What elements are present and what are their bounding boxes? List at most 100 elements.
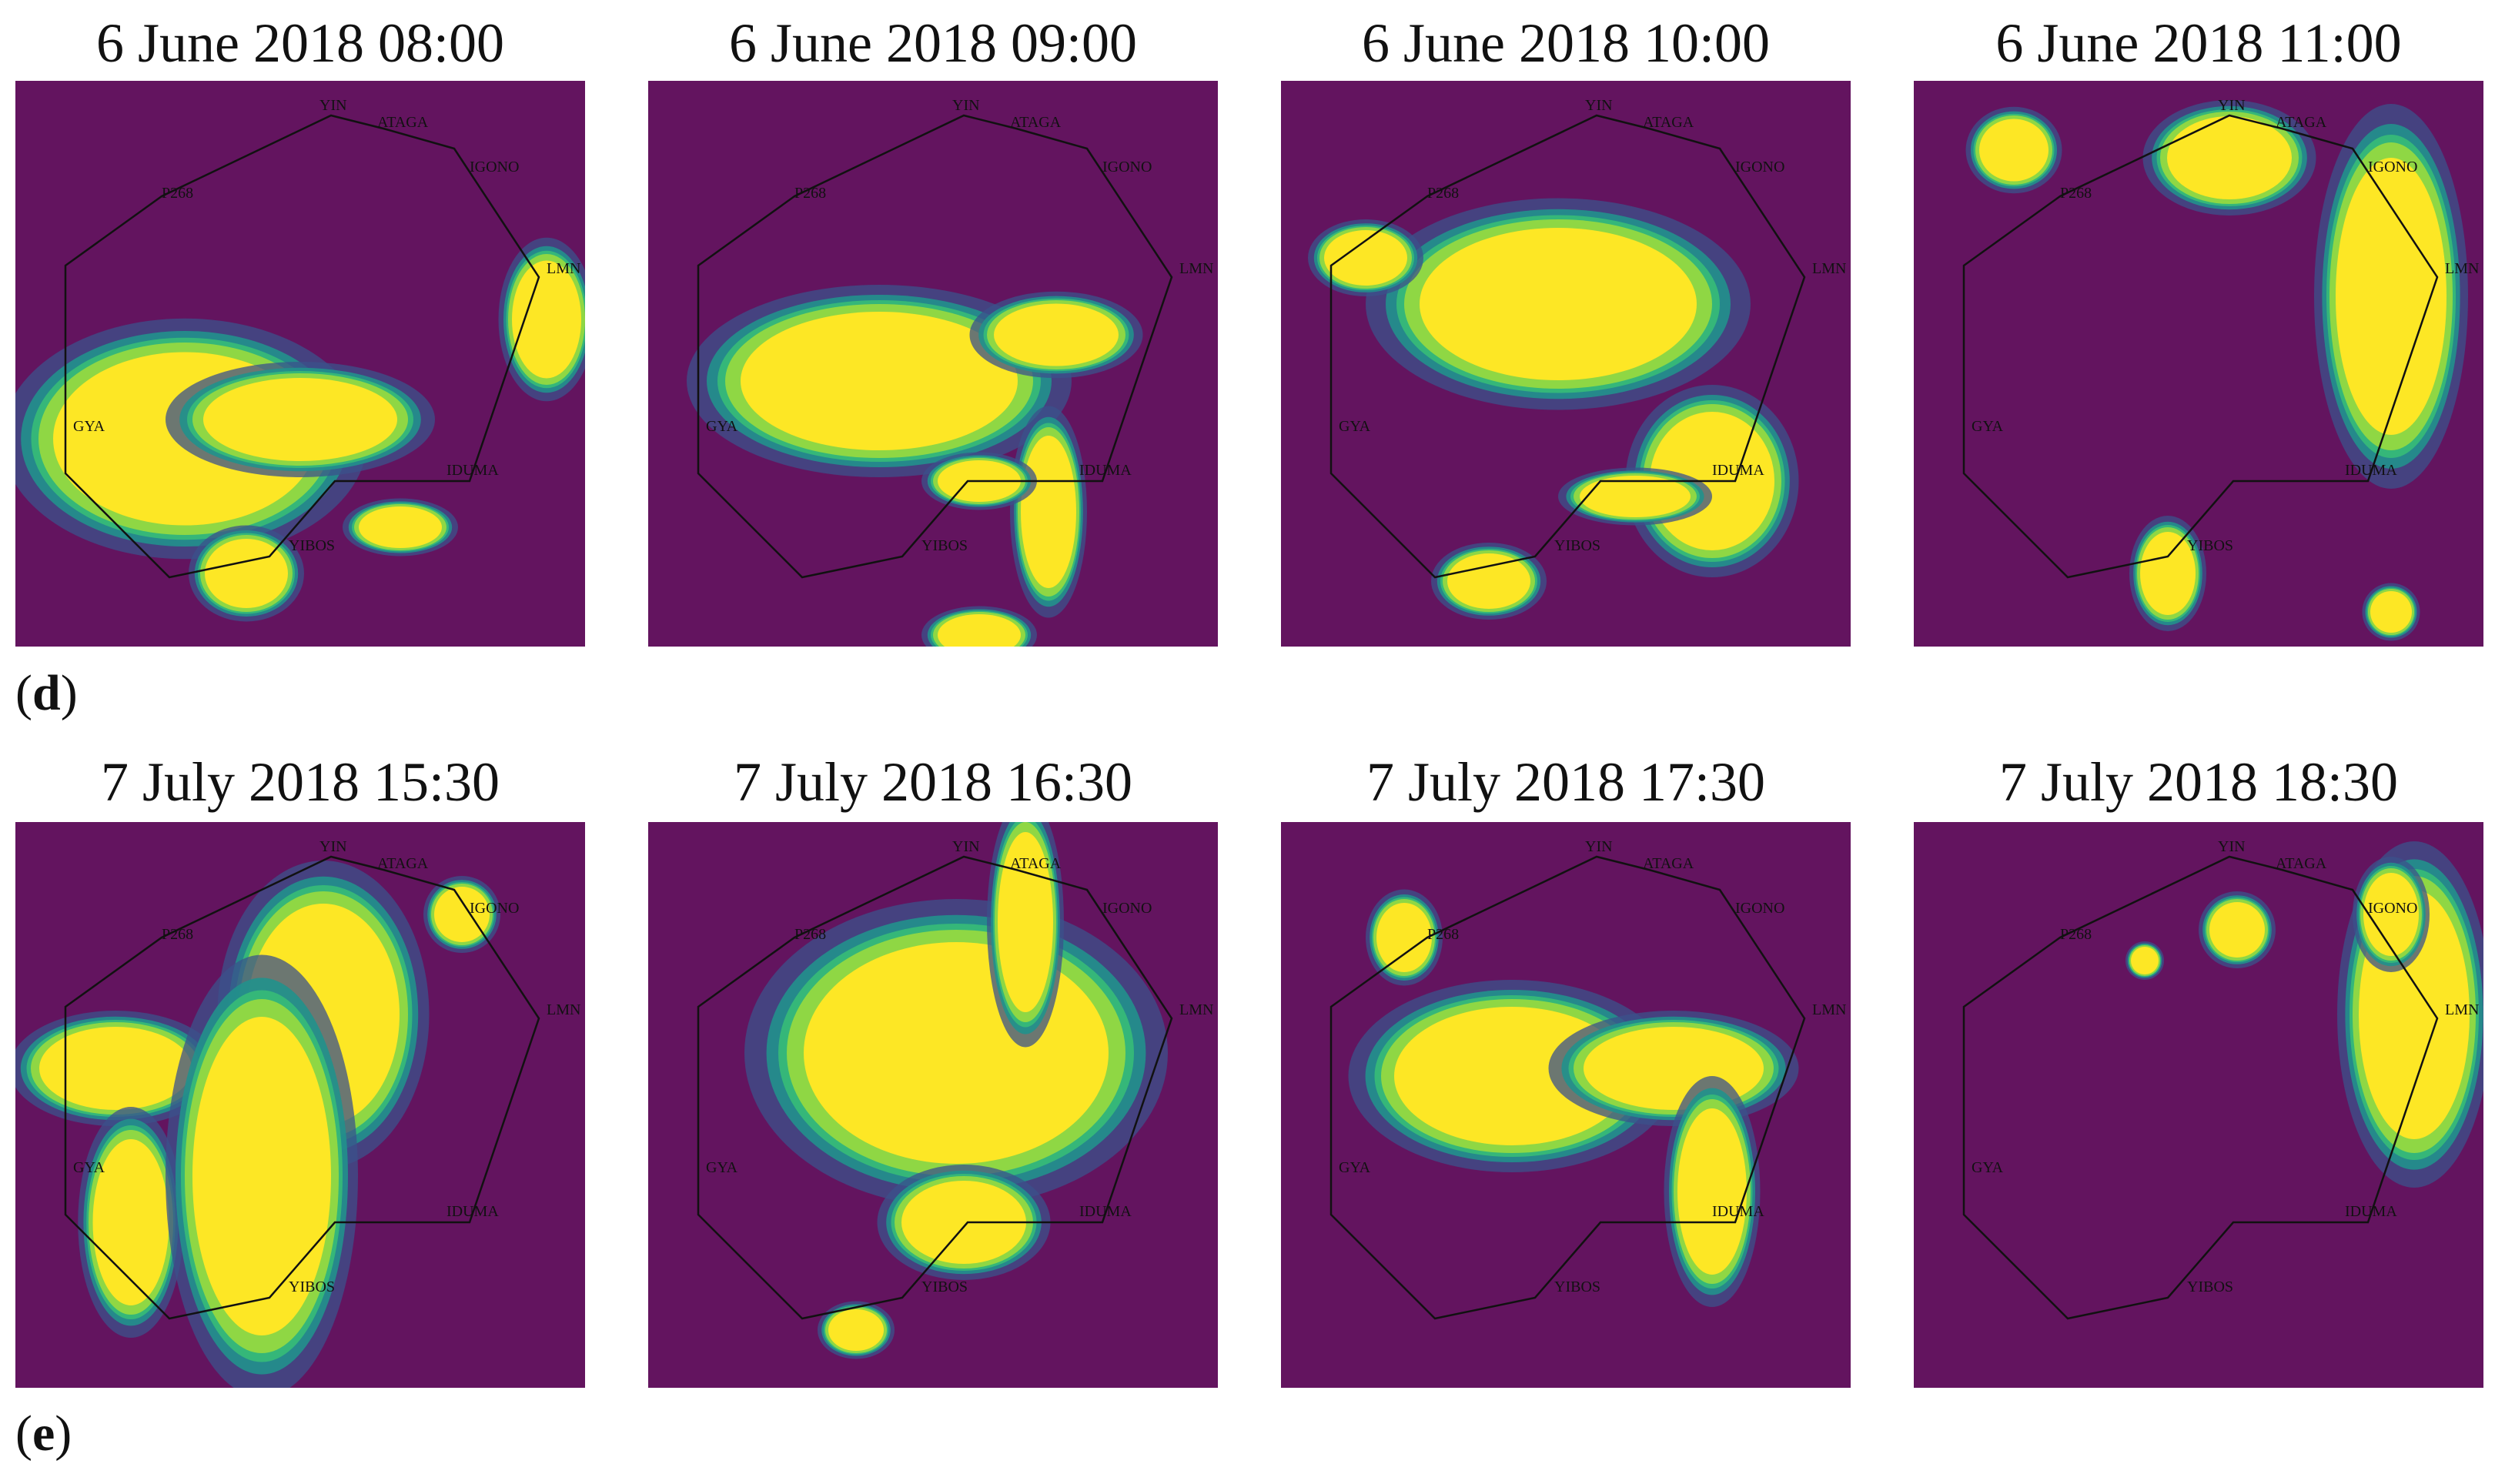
weather-cell <box>1376 903 1432 972</box>
sector-boundary <box>697 855 1173 1320</box>
sector-boundary <box>1962 855 2439 1320</box>
weather-cell <box>359 506 442 548</box>
waypoint-label: YIBOS <box>2187 537 2233 554</box>
waypoint-label: YIN <box>319 838 347 855</box>
panel-title-e2: 7 July 2018 16:30 <box>733 751 1133 813</box>
waypoint-label: IGONO <box>1735 900 1784 917</box>
waypoint-label: IGONO <box>1735 159 1784 175</box>
waypoint-label: YIBOS <box>2187 1278 2233 1295</box>
waypoint-label: P268 <box>1427 926 1459 943</box>
weather-cells <box>687 285 1143 647</box>
waypoint-label: IDUMA <box>1712 462 1764 479</box>
weather-cell <box>1677 1108 1747 1275</box>
waypoint-label: IDUMA <box>1712 1203 1764 1220</box>
sector-boundary <box>697 114 1173 579</box>
weather-cell <box>1021 436 1076 588</box>
waypoint-label: IGONO <box>470 900 519 917</box>
sector-boundary <box>64 114 540 579</box>
panel-title-d4: 6 June 2018 11:00 <box>1995 12 2402 74</box>
waypoint-label: GYA <box>73 418 105 435</box>
waypoint-label: GYA <box>73 1159 105 1176</box>
panel-title-d1: 6 June 2018 08:00 <box>96 12 504 74</box>
waypoint-label: ATAGA <box>1643 855 1694 872</box>
waypoint-label: GYA <box>1339 1159 1371 1176</box>
waypoint-label: GYA <box>1339 418 1371 435</box>
waypoint-label: LMN <box>1179 1001 1213 1018</box>
waypoint-label: LMN <box>1812 1001 1846 1018</box>
weather-cells <box>2125 841 2483 1188</box>
waypoint-label: IDUMA <box>2345 462 2397 479</box>
waypoint-label: YIBOS <box>1554 1278 1600 1295</box>
panel-title-d3: 6 June 2018 10:00 <box>1362 12 1770 74</box>
waypoint-label: P268 <box>2060 926 2092 943</box>
waypoint-label: GYA <box>706 418 738 435</box>
waypoint-label: YIN <box>1585 838 1613 855</box>
waypoint-label: P268 <box>794 185 826 202</box>
waypoint-label: P268 <box>794 926 826 943</box>
waypoint-label: ATAGA <box>2276 855 2327 872</box>
weather-cell <box>2131 947 2159 974</box>
weather-map-panel-d1: YIN ATAGA IGONO LMN IDUMA YIBOS GYA P268 <box>15 81 585 647</box>
waypoint-label: YIBOS <box>1554 537 1600 554</box>
weather-cells <box>1965 100 2468 641</box>
waypoint-label: IGONO <box>470 159 519 175</box>
weather-cell <box>741 312 1018 450</box>
weather-cell <box>2167 116 2292 199</box>
weather-cell <box>39 1027 192 1110</box>
row-label-e: (e) <box>15 1405 72 1462</box>
sector-boundary <box>64 855 540 1320</box>
waypoint-label: YIBOS <box>289 537 335 554</box>
waypoint-label: YIN <box>2218 838 2246 855</box>
waypoint-label: YIBOS <box>921 537 968 554</box>
waypoint-label: YIBOS <box>289 1278 335 1295</box>
waypoint-label: YIN <box>319 97 347 114</box>
waypoint-label: GYA <box>1972 418 2004 435</box>
waypoint-label: GYA <box>1972 1159 2004 1176</box>
waypoint-label: LMN <box>2445 260 2479 277</box>
weather-cell <box>1447 553 1530 609</box>
panel-title-e3: 7 July 2018 17:30 <box>1366 751 1766 813</box>
waypoint-label: LMN <box>1812 260 1846 277</box>
waypoint-label: P268 <box>162 926 193 943</box>
weather-cell <box>804 942 1109 1164</box>
weather-map-panel-d4: YIN ATAGA IGONO LMN IDUMA YIBOS GYA P268 <box>1914 81 2483 647</box>
weather-map-panel-d2: YIN ATAGA IGONO LMN IDUMA YIBOS GYA P268 <box>648 81 1218 647</box>
weather-map-panel-e2: YIN ATAGA IGONO LMN IDUMA YIBOS GYA P268 <box>648 822 1218 1388</box>
waypoint-label: ATAGA <box>1010 855 1062 872</box>
waypoint-label: YIN <box>952 97 980 114</box>
panel-title-d2: 6 June 2018 09:00 <box>729 12 1137 74</box>
weather-cell <box>434 887 490 942</box>
waypoint-label: ATAGA <box>2276 114 2327 131</box>
weather-cell <box>2336 158 2447 435</box>
weather-cells <box>1348 889 1799 1307</box>
weather-cell <box>901 1181 1026 1264</box>
panel-title-e1: 7 July 2018 15:30 <box>100 751 500 813</box>
weather-cell <box>512 260 581 379</box>
waypoint-label: IGONO <box>2368 900 2417 917</box>
sector-boundary <box>1329 855 1806 1320</box>
weather-cell <box>1420 228 1697 380</box>
weather-cell <box>994 303 1119 366</box>
waypoint-label: YIN <box>952 838 980 855</box>
row-label-d: (d) <box>15 665 78 721</box>
sector-boundary <box>1329 114 1806 579</box>
waypoint-label: YIN <box>1585 97 1613 114</box>
sector-boundary <box>1962 114 2439 579</box>
waypoint-label: IDUMA <box>446 1203 499 1220</box>
weather-cell <box>2140 532 2196 615</box>
waypoint-label: IGONO <box>1102 900 1152 917</box>
waypoint-label: GYA <box>706 1159 738 1176</box>
weather-cell <box>938 614 1021 647</box>
weather-cell <box>203 378 397 461</box>
waypoint-label: IGONO <box>2368 159 2417 175</box>
weather-cell <box>2370 591 2412 633</box>
waypoint-label: IDUMA <box>446 462 499 479</box>
weather-map-panel-d3: YIN ATAGA IGONO LMN IDUMA YIBOS GYA P268 <box>1281 81 1851 647</box>
weather-cells <box>15 861 500 1388</box>
weather-map-panel-e3: YIN ATAGA IGONO LMN IDUMA YIBOS GYA P268 <box>1281 822 1851 1388</box>
waypoint-label: P268 <box>2060 185 2092 202</box>
waypoint-label: IDUMA <box>1079 1203 1132 1220</box>
weather-cell <box>1979 119 2049 182</box>
waypoint-label: LMN <box>547 1001 580 1018</box>
waypoint-label: IGONO <box>1102 159 1152 175</box>
